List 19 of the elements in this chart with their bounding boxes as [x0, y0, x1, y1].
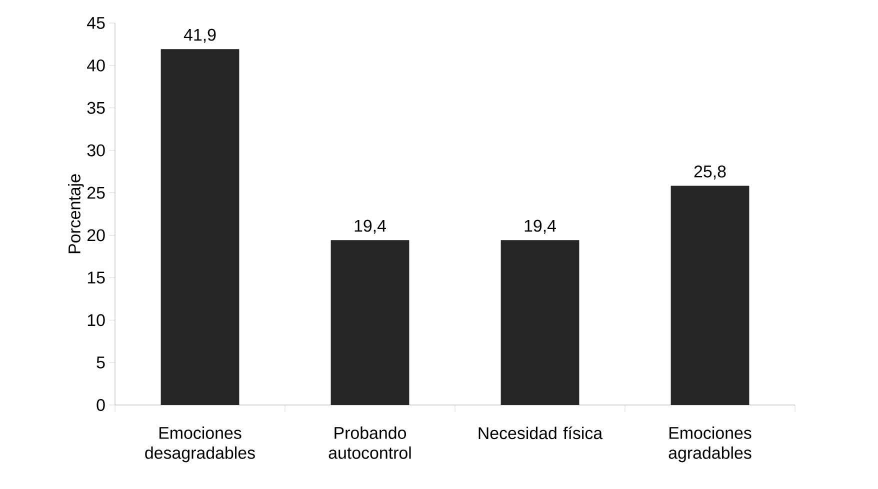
y-tick-label: 0 [96, 399, 105, 411]
y-axis-title: Porcentaje [68, 174, 84, 254]
data-label: 19,4 [524, 220, 556, 234]
x-tick-label: Necesidad física [478, 426, 603, 440]
y-tick-label: 40 [87, 59, 105, 72]
y-tick-label: 45 [87, 17, 105, 29]
y-tick-label: 15 [88, 272, 105, 284]
x-tick-label: Emociones desagradables [145, 426, 255, 462]
y-tick-label: 10 [88, 314, 105, 326]
data-label: 25,8 [694, 165, 726, 180]
x-tick-label: Probando autocontrol [328, 426, 411, 459]
x-tick-label: Emociones agradables [668, 426, 752, 462]
data-label: 19,4 [354, 220, 386, 234]
y-tick-label: 25 [88, 186, 105, 199]
y-tick-label: 30 [87, 144, 105, 156]
data-label: 41,9 [184, 28, 216, 43]
y-tick-label: 20 [88, 229, 105, 242]
y-tick-label: 5 [96, 356, 105, 368]
y-tick-label: 35 [87, 102, 105, 114]
